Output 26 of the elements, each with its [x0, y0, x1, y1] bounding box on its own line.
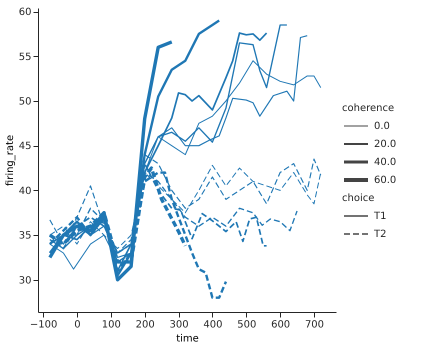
x-tick-label: −100 [30, 320, 58, 330]
x-tick-label: 100 [102, 320, 121, 330]
x-tick-label: 0 [74, 320, 81, 330]
y-axis-title: firing_rate [4, 134, 16, 186]
text: 60.0 [374, 175, 396, 186]
x-tick-label: 200 [136, 320, 155, 330]
x-tick-label: 600 [271, 320, 290, 330]
y-tick-label: 55 [18, 52, 32, 63]
text: T1 [373, 211, 386, 222]
y-tick-label: 30 [18, 275, 32, 286]
y-tick-label: 35 [18, 230, 32, 242]
y-tick-label: 50 [18, 96, 32, 108]
text: 20.0 [374, 139, 396, 150]
y-tick-label: 45 [18, 141, 32, 152]
text: 40.0 [374, 157, 396, 168]
x-tick-label: 700 [304, 320, 324, 330]
text: choice [342, 193, 374, 204]
legend-title: coherence [342, 103, 394, 114]
x-tick-label: 400 [203, 320, 222, 330]
x-axis-title: time [176, 334, 199, 344]
text: 0.0 [374, 121, 390, 132]
y-tick-label: 60 [18, 7, 32, 18]
x-tick-label: 300 [169, 320, 189, 330]
x-tick-label: 500 [237, 320, 256, 330]
text: T2 [373, 229, 386, 240]
y-tick-label: 40 [18, 186, 32, 197]
